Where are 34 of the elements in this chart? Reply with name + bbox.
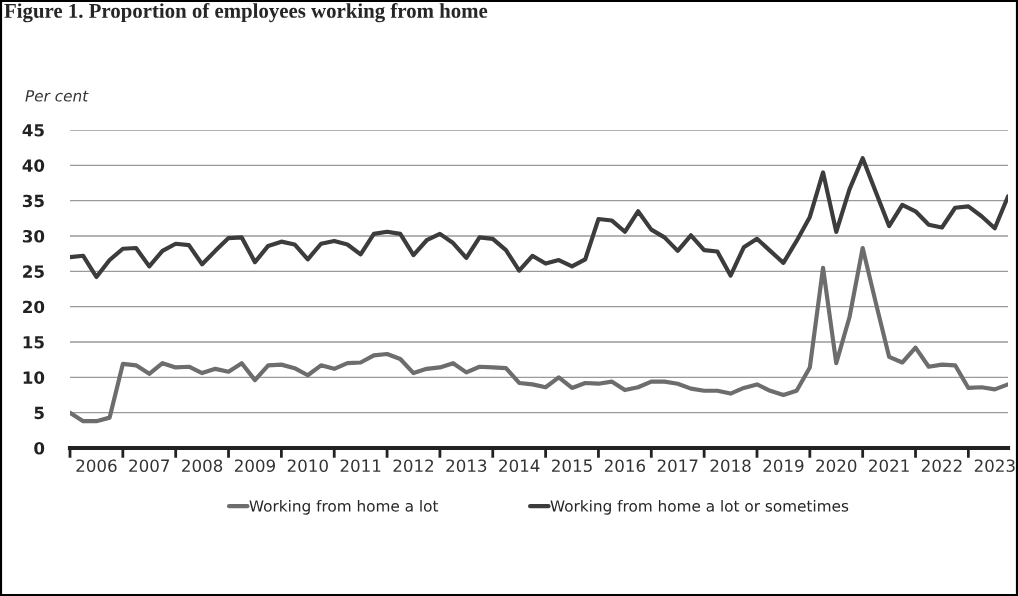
x-tick-label: 2008 [182,459,223,473]
y-tick-label: 45 [22,124,44,137]
y-tick-label: 0 [34,441,45,455]
legend-label: Working from home a lot or sometimes [550,499,849,515]
y-tick-label: 20 [23,300,45,314]
x-tick-label: 2012 [393,459,434,473]
y-tick-label: 5 [34,406,44,420]
x-tick-label: 2020 [816,459,857,473]
y-tick-label: 25 [23,265,44,278]
line-series [70,156,1008,280]
y-tick-label: 35 [22,194,44,208]
x-tick-label: 2009 [234,459,275,473]
x-tick-label: 2010 [287,459,328,473]
y-tick-label: 15 [23,336,44,349]
y-tick-label: 10 [23,371,45,384]
line-series [70,245,1008,424]
legend-label: Working from home a lot [249,499,439,515]
y-tick-label: 40 [22,159,45,172]
y-axis-title: Per cent [25,90,89,102]
x-tick-label: 2018 [710,459,751,473]
x-tick-label: 2016 [604,459,646,473]
y-tick-label: 30 [22,229,45,243]
x-tick-label: 2006 [76,459,117,473]
x-tick-label: 2011 [340,459,381,473]
x-tick-label: 2021 [869,459,909,473]
x-tick-label: 2022 [921,459,962,473]
chart-title: Figure 1. Proportion of employees working from home [4,3,488,23]
x-tick-label: 2007 [129,459,170,473]
x-tick-label: 2019 [763,459,804,473]
x-tick-label: 2017 [657,459,698,473]
x-tick-label: 2013 [446,459,487,473]
x-tick-label: 2023 [974,459,1015,473]
x-tick-label: 2014 [499,459,540,473]
x-tick-label: 2015 [552,459,592,473]
